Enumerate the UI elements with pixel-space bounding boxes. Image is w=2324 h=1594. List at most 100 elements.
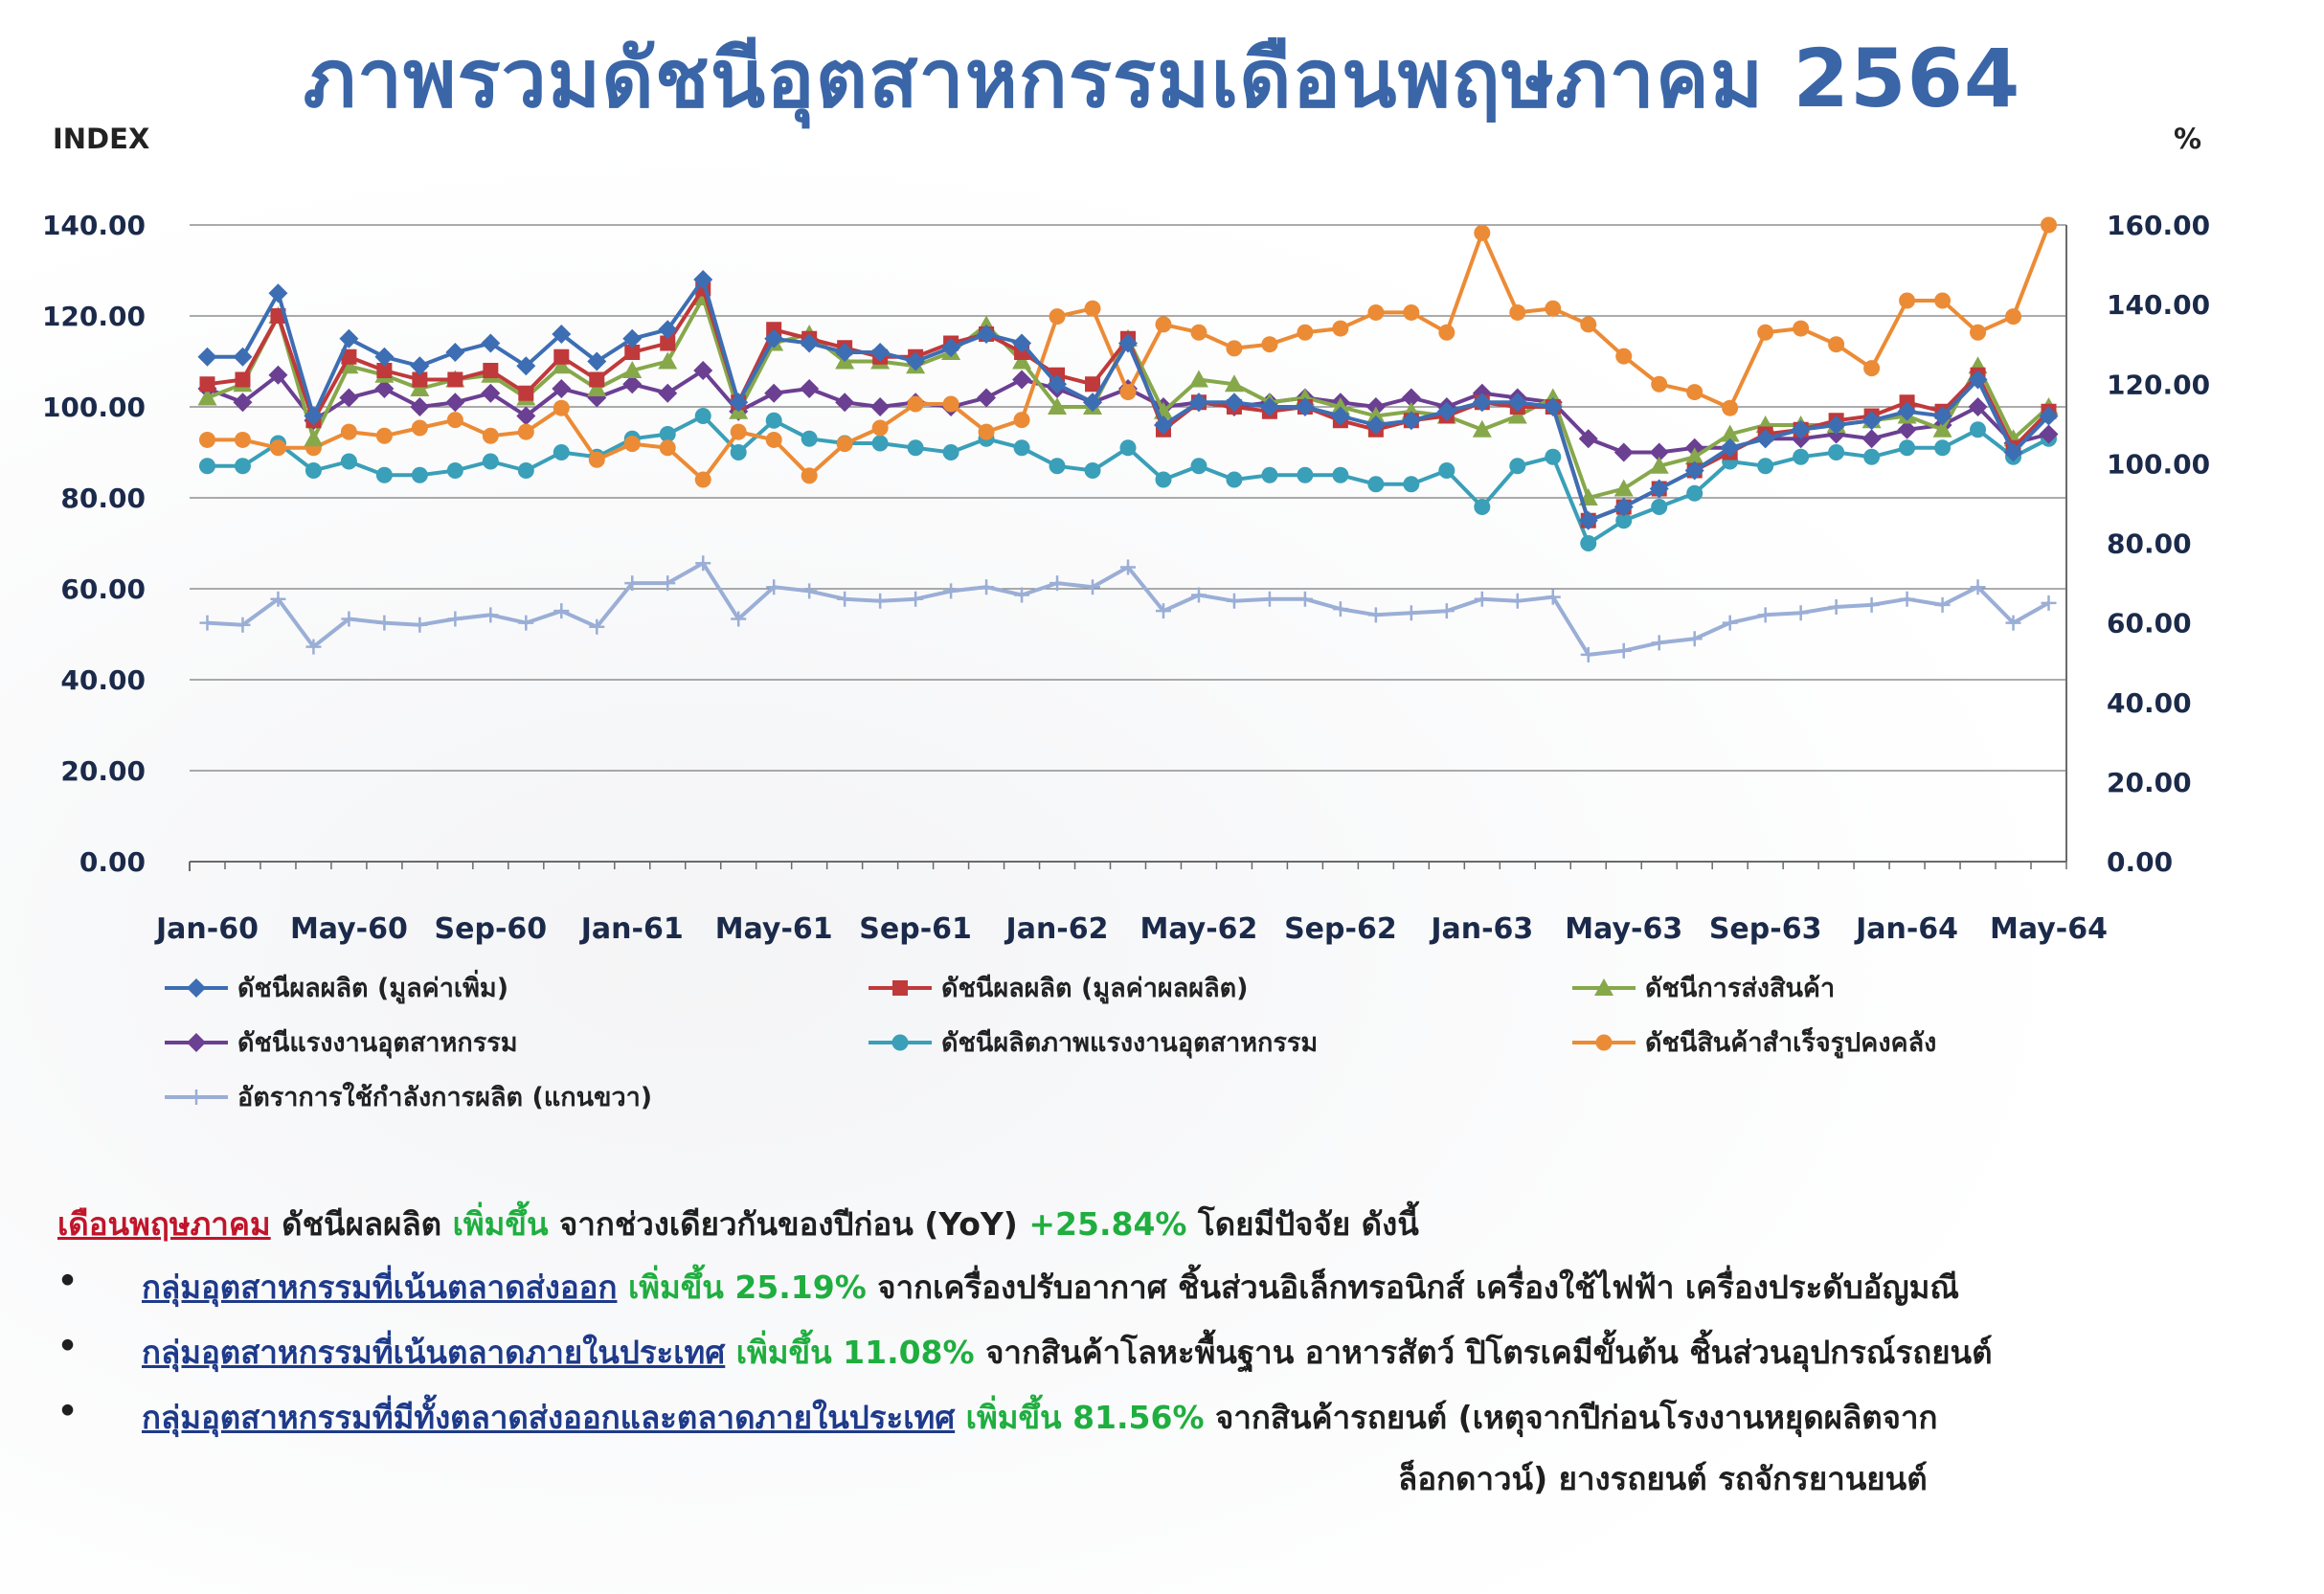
legend-swatch: [869, 1034, 932, 1050]
data-point: [906, 351, 926, 371]
data-point: [1793, 320, 1810, 337]
data-point: [1261, 336, 1278, 353]
data-point: [411, 466, 428, 483]
data-point: [1226, 593, 1242, 609]
right-tick-label: 40.00: [2107, 687, 2192, 719]
data-point: [233, 393, 253, 413]
data-point: [446, 462, 463, 479]
data-point: [589, 371, 605, 388]
data-point: [1119, 439, 1137, 457]
legend-swatch: [1572, 977, 1636, 996]
export-group: กลุ่มอุตสาหกรรมที่เน้นตลาดส่งออก: [142, 1268, 618, 1306]
data-point: [198, 431, 215, 448]
data-point: [1826, 415, 1846, 435]
left-tick-label: 0.00: [79, 846, 146, 878]
data-point: [268, 365, 288, 385]
right-tick-label: 80.00: [2107, 528, 2192, 560]
data-point: [693, 270, 713, 289]
legend-item: อัตราการใช้กำลังการผลิต (แกนขวา): [165, 1076, 652, 1117]
data-point: [624, 345, 641, 360]
data-point: [517, 423, 534, 440]
data-point: [1968, 397, 1988, 416]
data-point: [1686, 384, 1704, 401]
legend-swatch: [165, 977, 228, 998]
data-point: [870, 397, 891, 416]
data-point: [198, 458, 215, 475]
data-point: [1472, 393, 1492, 413]
data-point: [1651, 375, 1668, 393]
x-tick-label: Sep-63: [1709, 912, 1822, 946]
data-point: [1014, 587, 1030, 603]
data-point: [1615, 348, 1633, 365]
data-point: [411, 419, 428, 437]
data-point: [445, 343, 465, 362]
data-point: [1119, 384, 1137, 401]
data-point: [481, 383, 501, 403]
data-point: [270, 591, 286, 607]
data-point: [764, 383, 784, 403]
data-point: [1899, 591, 1915, 607]
data-point: [1970, 324, 1987, 341]
data-point: [374, 379, 395, 398]
legend-item: ดัชนีแรงงานอุตสาหกรรม: [165, 1022, 518, 1063]
data-point: [1580, 646, 1596, 662]
bullet-mixed: • กลุ่มอุตสาหกรรมที่มีทั้งตลาดส่งออกและต…: [57, 1392, 1938, 1443]
data-point: [235, 617, 251, 633]
data-point: [872, 593, 889, 609]
data-point: [1226, 471, 1243, 488]
data-point: [623, 436, 641, 453]
data-point: [730, 423, 747, 440]
data-point: [730, 444, 747, 460]
data-point: [553, 603, 570, 619]
data-point: [482, 453, 499, 470]
data-point: [694, 408, 711, 424]
data-point: [1613, 442, 1634, 462]
data-point: [1474, 224, 1491, 241]
left-tick-label: 20.00: [60, 755, 146, 787]
data-point: [766, 579, 782, 595]
x-tick-label: Jan-63: [1429, 912, 1533, 946]
data-point: [1863, 596, 1880, 613]
legend-item: ดัชนีการส่งสินค้า: [1572, 967, 1835, 1008]
data-point: [197, 388, 217, 406]
data-point: [412, 371, 428, 388]
data-point: [1330, 397, 1350, 415]
data-point: [942, 444, 959, 460]
data-point: [1049, 575, 1066, 592]
legend-label: ดัชนีสินค้าสำเร็จรูปคงคลัง: [1645, 1028, 1937, 1058]
data-point: [1720, 438, 1740, 458]
data-point: [1932, 419, 1952, 438]
x-tick-label: May-62: [1139, 912, 1257, 946]
data-point: [1118, 333, 1138, 353]
right-tick-label: 0.00: [2107, 846, 2173, 878]
left-tick-label: 60.00: [60, 573, 146, 605]
data-point: [1793, 448, 1810, 465]
data-point: [1438, 603, 1455, 619]
data-point: [835, 393, 855, 413]
data-point: [1649, 442, 1669, 462]
data-point: [1474, 591, 1490, 607]
data-point: [801, 583, 818, 599]
data-point: [587, 379, 607, 396]
data-point: [1507, 393, 1527, 413]
data-point: [1330, 406, 1350, 426]
data-point: [1261, 591, 1277, 607]
data-point: [871, 435, 889, 452]
data-point: [943, 583, 959, 599]
data-point: [587, 351, 607, 371]
x-tick-label: Jan-62: [1004, 912, 1109, 946]
right-tick-label: 60.00: [2107, 608, 2192, 640]
x-tick-label: Jan-61: [579, 912, 684, 946]
x-tick-label: Sep-62: [1284, 912, 1397, 946]
data-point: [622, 374, 643, 394]
data-point: [1580, 535, 1597, 551]
data-point: [1224, 374, 1244, 393]
series-0: [197, 270, 2059, 530]
data-point: [1934, 292, 1952, 309]
data-point: [1545, 448, 1562, 465]
legend-swatch: [165, 1032, 228, 1052]
data-point: [1085, 376, 1101, 393]
data-point: [1594, 977, 1613, 996]
data-point: [1438, 324, 1455, 341]
legend-swatch: [1572, 1034, 1636, 1050]
